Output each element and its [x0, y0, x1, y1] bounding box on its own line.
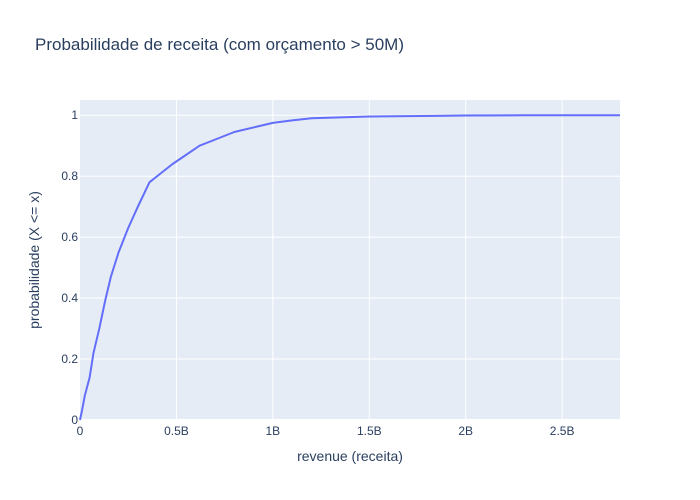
y-tick-label: 0 — [71, 413, 78, 427]
y-tick-label: 0.4 — [61, 291, 78, 305]
x-axis-title: revenue (receita) — [297, 448, 403, 464]
tick-labels: 0 0.5B 1B 1.5B 2B 2.5B 0 0.2 0.4 0.6 0.8 1 — [61, 108, 574, 438]
y-tick-label: 0.2 — [61, 352, 78, 366]
y-axis-title: probabilidade (X <= x) — [26, 191, 42, 329]
x-tick-label: 1B — [266, 424, 281, 438]
x-tick-label: 2.5B — [550, 424, 575, 438]
x-tick-label: 0.5B — [164, 424, 189, 438]
chart-title: Probabilidade de receita (com orçamento … — [35, 35, 404, 54]
plot-background — [80, 100, 620, 420]
series-layer — [79, 114, 620, 421]
cdf-series-line — [79, 114, 620, 421]
y-tick-label: 1 — [71, 108, 78, 122]
grid-lines — [80, 100, 620, 421]
x-tick-label: 0 — [77, 424, 84, 438]
x-tick-label: 1.5B — [357, 424, 382, 438]
x-tick-label: 2B — [458, 424, 473, 438]
y-tick-label: 0.6 — [61, 230, 78, 244]
y-tick-label: 0.8 — [61, 169, 78, 183]
